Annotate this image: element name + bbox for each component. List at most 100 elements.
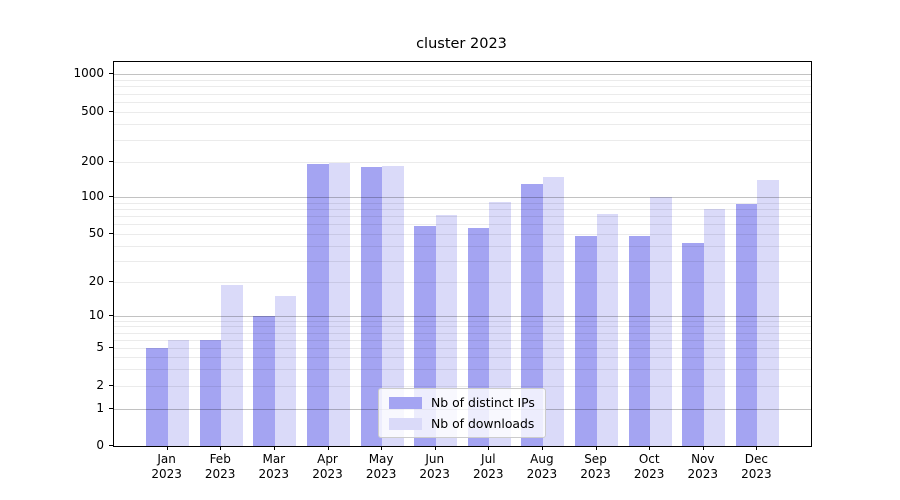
x-tick-month: Jul [481, 452, 496, 466]
x-tick-month: Mar [262, 452, 286, 466]
bar-distinct-ips [735, 204, 758, 446]
x-tick-mark [381, 446, 383, 450]
bar-distinct-ips [575, 236, 597, 446]
x-tick-label: Dec 2023 [726, 452, 786, 482]
y-tick-label: 500 [81, 104, 104, 118]
x-tick-month: Oct [638, 452, 660, 466]
legend-swatch-distinct-ips-icon [389, 396, 422, 409]
bar-downloads [542, 176, 565, 446]
gridline-minor [114, 124, 811, 126]
y-tick-label: 50 [88, 226, 104, 240]
y-tick-label: 0 [96, 438, 104, 452]
y-tick-mark [109, 233, 113, 234]
x-tick-mark [220, 446, 222, 450]
x-tick-label: Oct 2023 [619, 452, 679, 482]
legend: Nb of distinct IPs Nb of downloads [378, 388, 546, 438]
gridline-minor [114, 112, 811, 113]
x-tick-label: Jan 2023 [137, 452, 197, 482]
x-tick-year: 2023 [258, 467, 290, 481]
bar-downloads [328, 162, 350, 446]
bar-downloads [382, 165, 404, 446]
x-tick-month: Dec [744, 452, 768, 466]
bar-distinct-ips [682, 243, 704, 446]
y-tick-label: 1000 [73, 66, 104, 80]
x-tick-mark [273, 446, 275, 450]
y-tick-label: 200 [81, 154, 104, 168]
y-tick-label: 10 [88, 308, 104, 322]
gridline-minor [114, 162, 811, 163]
y-tick-mark [109, 385, 113, 386]
x-tick-month: May [368, 452, 394, 466]
y-tick-label: 1 [96, 401, 104, 415]
x-tick-mark [434, 446, 436, 450]
x-tick-year: 2023 [580, 467, 611, 481]
x-tick-mark [488, 446, 490, 450]
bar-downloads [757, 180, 779, 446]
x-tick-mark [166, 446, 168, 450]
bar-distinct-ips [360, 167, 383, 446]
gridline-minor [114, 79, 811, 81]
bar-downloads [167, 339, 190, 446]
bar-distinct-ips [199, 339, 222, 446]
bar-downloads [703, 208, 726, 446]
x-tick-label: Nov 2023 [673, 452, 733, 482]
bar-downloads [596, 213, 618, 446]
x-tick-label: Feb 2023 [190, 452, 250, 482]
bar-distinct-ips [146, 348, 168, 446]
bar-distinct-ips [253, 316, 275, 446]
y-tick-label: 100 [81, 189, 104, 203]
gridline-minor [114, 102, 811, 103]
x-tick-month: Jan [157, 452, 176, 466]
y-tick-label: 20 [88, 274, 104, 288]
x-tick-month: Feb [209, 452, 231, 466]
x-tick-month: Aug [530, 452, 554, 466]
x-tick-month: Nov [691, 452, 715, 466]
bar-distinct-ips [628, 236, 651, 446]
legend-item-downloads: Nb of downloads [389, 416, 535, 431]
bar-downloads [650, 197, 672, 446]
x-tick-year: 2023 [633, 467, 665, 481]
x-tick-label: May 2023 [351, 452, 411, 482]
legend-label-downloads: Nb of downloads [431, 416, 535, 431]
y-tick-label: 5 [96, 340, 104, 354]
x-tick-label: Jun 2023 [405, 452, 465, 482]
x-tick-label: Apr 2023 [298, 452, 358, 482]
x-tick-month: Sep [584, 452, 607, 466]
y-tick-mark [109, 445, 113, 446]
x-tick-label: Aug 2023 [512, 452, 572, 482]
x-tick-mark [541, 446, 543, 450]
x-tick-label: Jul 2023 [458, 452, 518, 482]
bar-downloads [274, 296, 297, 446]
bar-distinct-ips [307, 164, 329, 446]
x-tick-year: 2023 [526, 467, 558, 481]
gridline-major [114, 74, 811, 75]
y-tick-mark [109, 347, 113, 348]
x-tick-mark [595, 446, 597, 450]
y-tick-label: 2 [96, 378, 104, 392]
x-tick-month: Apr [317, 452, 338, 466]
gridline-minor [114, 139, 811, 141]
x-tick-mark [756, 446, 758, 450]
y-tick-mark [109, 196, 113, 197]
legend-item-distinct-ips: Nb of distinct IPs [389, 395, 535, 410]
x-tick-label: Sep 2023 [566, 452, 626, 482]
x-tick-year: 2023 [419, 467, 450, 481]
x-tick-year: 2023 [365, 467, 397, 481]
chart-title: cluster 2023 [416, 36, 507, 52]
y-tick-mark [109, 281, 113, 282]
y-tick-mark [109, 161, 113, 162]
x-tick-year: 2023 [204, 467, 236, 481]
bar-downloads [489, 201, 511, 446]
x-tick-year: 2023 [741, 467, 772, 481]
x-tick-month: Jun [425, 452, 445, 466]
legend-label-distinct-ips: Nb of distinct IPs [431, 395, 535, 410]
gridline-minor [114, 93, 811, 95]
y-tick-mark [109, 315, 113, 316]
bar-downloads [221, 284, 243, 446]
gridline-minor [114, 86, 811, 88]
legend-swatch-downloads-icon [389, 417, 422, 430]
y-tick-mark [109, 408, 113, 409]
x-tick-year: 2023 [312, 467, 343, 481]
x-tick-label: Mar 2023 [244, 452, 304, 482]
